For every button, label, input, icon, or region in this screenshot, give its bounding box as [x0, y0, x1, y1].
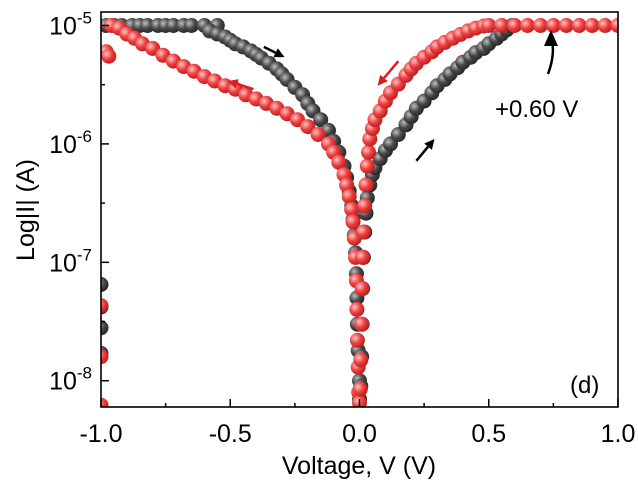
series-1-point-0 — [101, 298, 109, 314]
series-0-point-12 — [165, 18, 181, 33]
series-1-point-75 — [520, 18, 535, 33]
annotation-arrowhead — [544, 30, 558, 46]
series-1-point-1 — [101, 349, 109, 365]
x-axis-title: Voltage, V (V) — [282, 452, 436, 480]
series-1-point-33 — [344, 201, 360, 217]
series-1-point-81 — [597, 18, 613, 33]
series-1-point-44 — [353, 352, 369, 368]
series-1-point-78 — [558, 18, 574, 33]
series-1-point-51 — [359, 158, 375, 174]
x-tick-label: -1.0 — [79, 420, 122, 448]
series-layer — [101, 18, 618, 407]
y-tick-label: 10-7 — [49, 245, 92, 277]
series-0-point-9 — [140, 18, 155, 33]
x-axis-ticks: -1.0 -0.5 0.0 0.5 1.0 — [79, 399, 635, 448]
series-1-point-4 — [101, 48, 117, 64]
series-1-point-25 — [300, 119, 316, 135]
annotation-label: +0.60 V — [495, 96, 578, 123]
series-1-point-39 — [349, 332, 365, 348]
series-1-point-43 — [352, 381, 368, 397]
y-axis-ticks: 10-8 10-7 10-6 10-5 — [49, 8, 109, 396]
series-1-point-46 — [354, 281, 370, 297]
series-0 — [101, 18, 520, 407]
direction-arrow-1 — [227, 79, 254, 91]
arrow-layer — [227, 45, 435, 162]
series-0-point-0 — [101, 277, 109, 292]
x-tick-label: 0.5 — [471, 420, 506, 448]
panel-label: (d) — [570, 372, 599, 399]
x-tick-label: 0.0 — [342, 420, 377, 448]
series-1-point-34 — [345, 214, 361, 230]
series-1-point-73 — [494, 18, 510, 33]
direction-arrow-3 — [415, 139, 435, 162]
x-tick-label: -0.5 — [209, 420, 252, 448]
series-1-point-29 — [331, 154, 347, 170]
series-1-point-72 — [481, 18, 497, 33]
series-0-point-34 — [313, 112, 329, 128]
series-1-point-47 — [355, 249, 371, 265]
y-tick-label: 10-6 — [49, 127, 92, 159]
y-tick-label: 10-5 — [49, 8, 92, 40]
series-1-point-26 — [310, 127, 326, 142]
series-0-point-2 — [101, 320, 109, 336]
x-tick-label: 1.0 — [601, 420, 636, 448]
series-1-point-82 — [610, 18, 618, 33]
series-1 — [101, 18, 618, 407]
series-1-point-48 — [355, 224, 371, 240]
series-0-point-14 — [184, 18, 199, 33]
y-axis-title: Log|I| (A) — [12, 159, 40, 261]
direction-arrow-2 — [377, 60, 400, 86]
y-tick-label: 10-8 — [49, 364, 92, 396]
series-1-point-74 — [507, 18, 523, 33]
series-1-point-2 — [101, 397, 109, 407]
direction-arrow-0 — [263, 45, 285, 58]
series-1-point-32 — [341, 188, 357, 204]
series-1-point-80 — [584, 18, 600, 33]
series-1-point-76 — [533, 18, 548, 33]
series-1-point-79 — [571, 18, 587, 33]
series-1-point-77 — [545, 18, 561, 33]
series-1-point-45 — [354, 316, 370, 332]
series-1-point-52 — [361, 144, 376, 160]
series-1-point-49 — [357, 198, 373, 214]
series-1-point-31 — [339, 177, 355, 193]
series-1-point-50 — [358, 177, 374, 193]
series-1-point-38 — [349, 301, 365, 317]
